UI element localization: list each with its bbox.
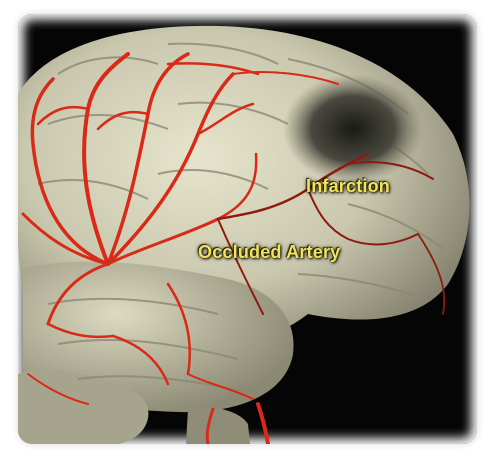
brain-drawing	[18, 25, 470, 444]
infarction-region	[283, 74, 423, 184]
occluded-artery	[216, 152, 446, 315]
infarction-label: Infarction	[306, 176, 391, 196]
brainstem	[186, 407, 250, 444]
occluded-artery-label: Occluded Artery	[198, 242, 341, 262]
brain-illustration: Infarction Occluded Artery	[18, 14, 477, 444]
arteries	[21, 52, 339, 444]
